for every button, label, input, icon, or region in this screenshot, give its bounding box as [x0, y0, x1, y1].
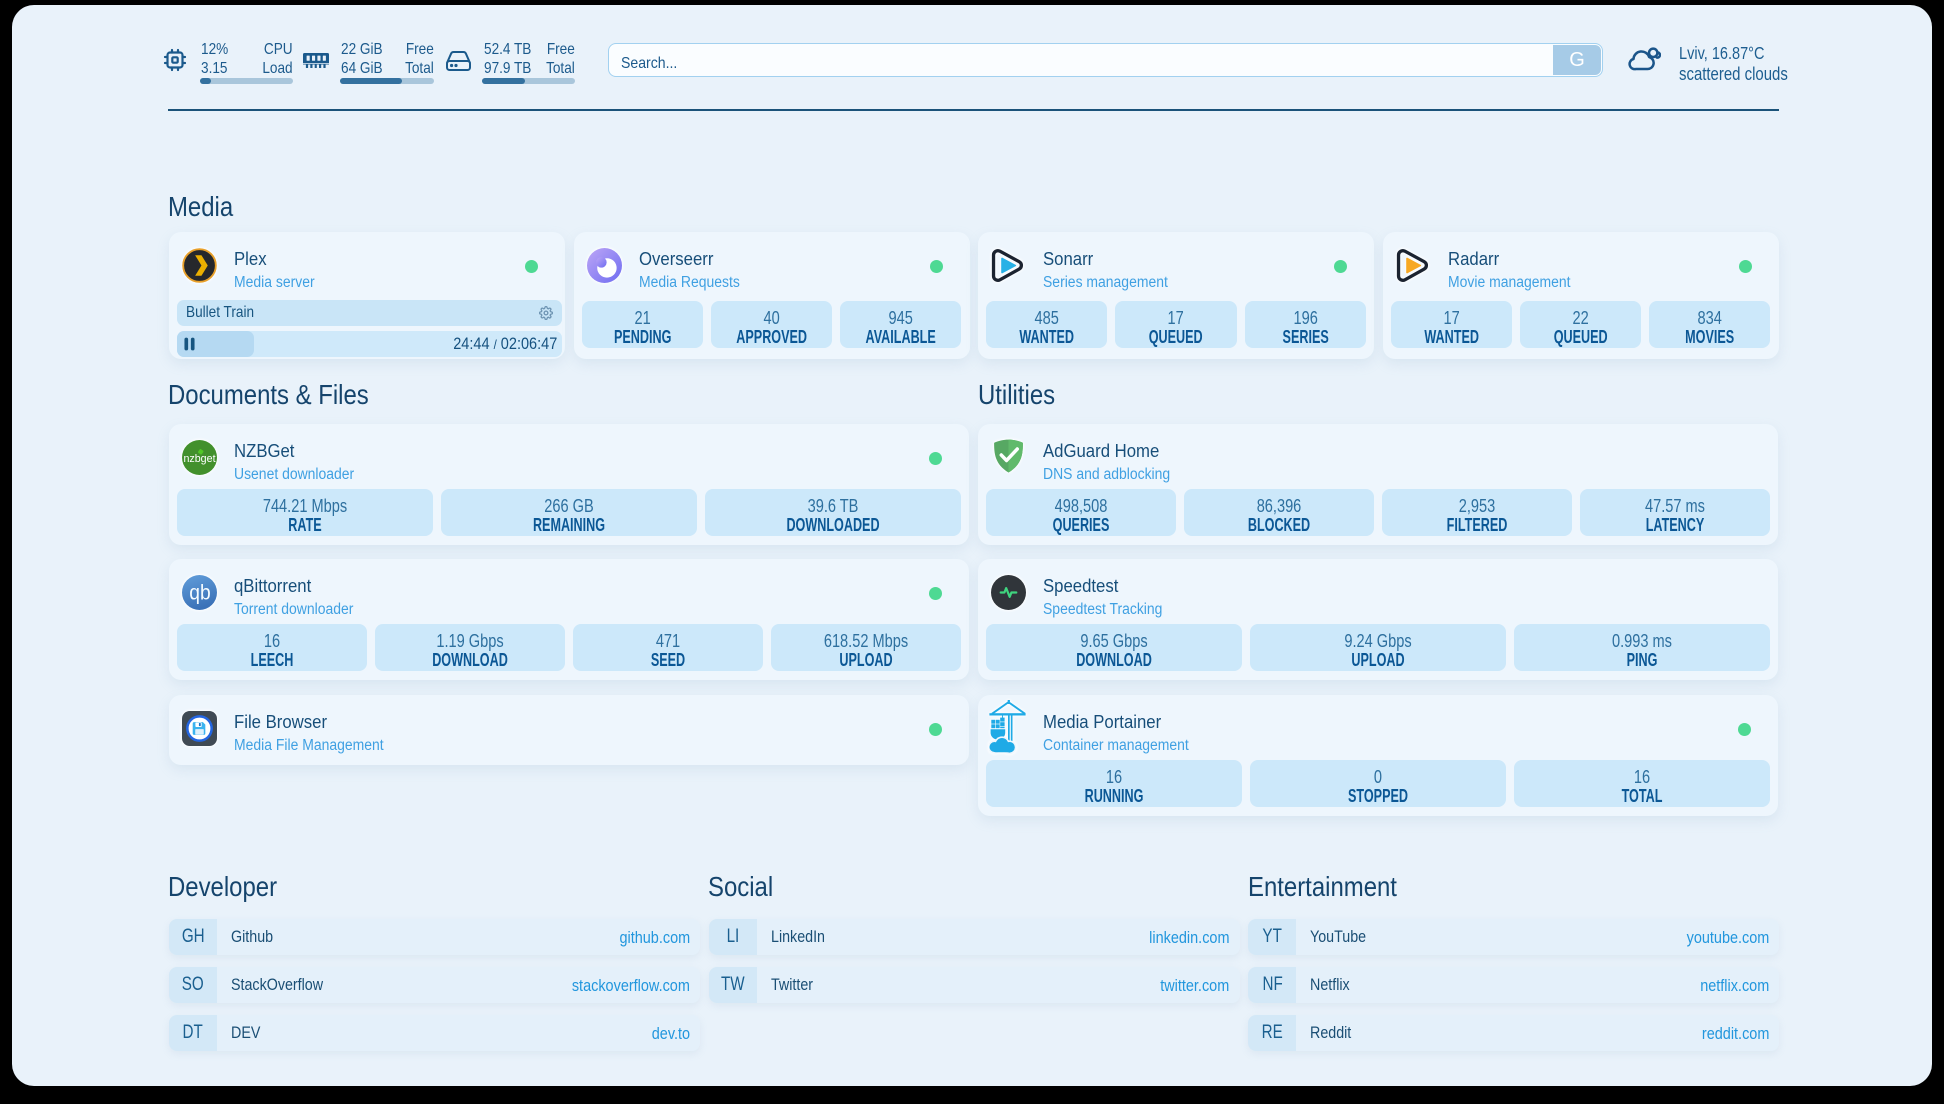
- svg-text:nzbget: nzbget: [183, 453, 215, 465]
- svg-text:qb: qb: [189, 581, 210, 604]
